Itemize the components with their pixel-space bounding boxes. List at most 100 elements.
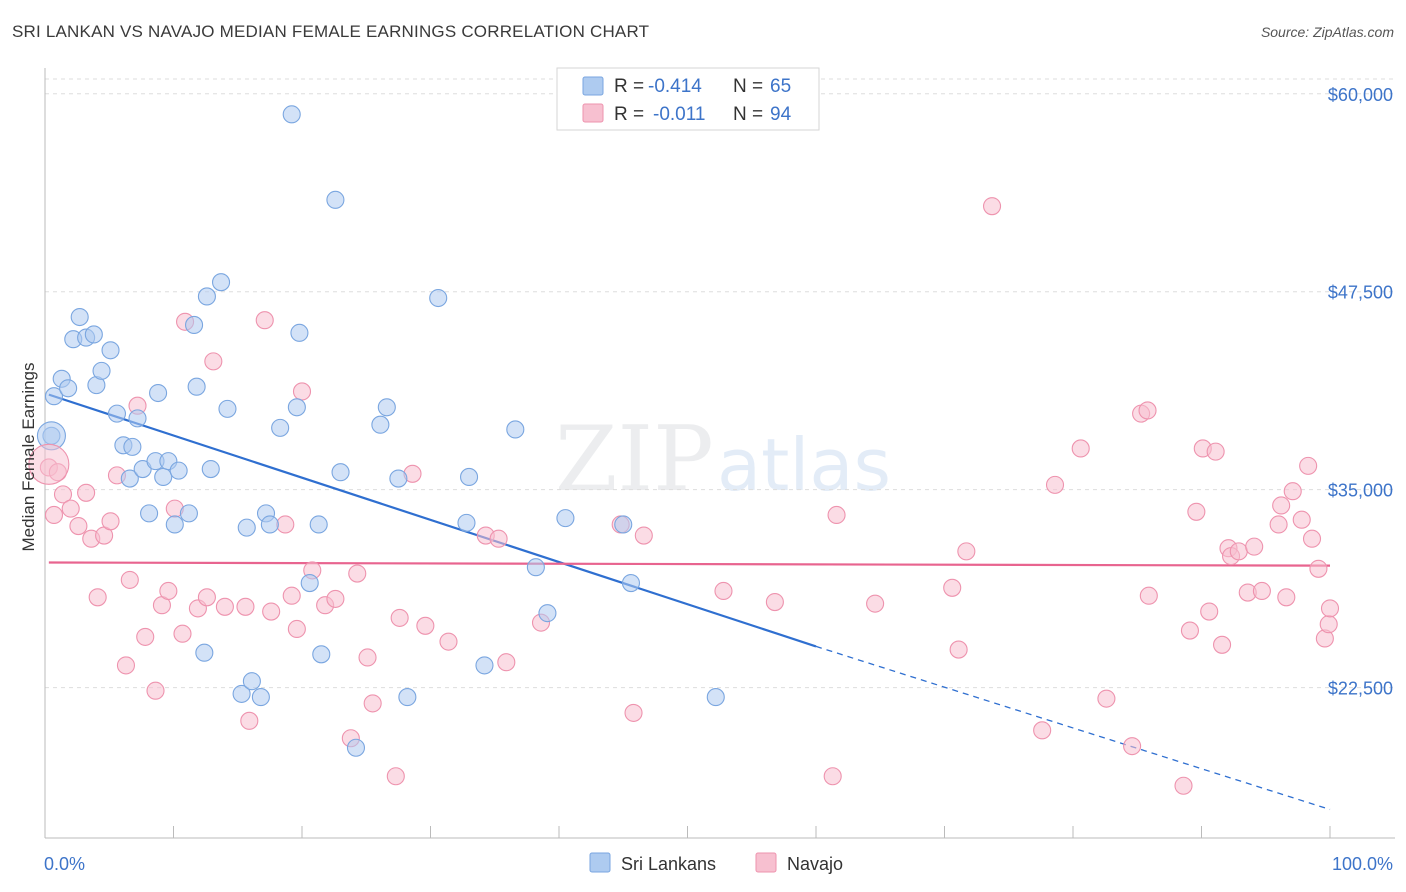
point-navajo xyxy=(88,588,107,607)
point-sri-lankans xyxy=(44,387,64,406)
point-sri-lankans xyxy=(377,398,396,417)
point-sri-lankans xyxy=(101,341,120,360)
point-navajo xyxy=(1033,721,1052,740)
point-sri-lankans xyxy=(506,420,525,439)
point-navajo xyxy=(358,648,377,667)
y-axis-label: Median Female Earnings xyxy=(19,363,38,552)
point-sri-lankans xyxy=(128,409,147,428)
watermark-zip: ZIP xyxy=(555,407,714,512)
point-navajo xyxy=(348,564,367,583)
x-tick-label-max: 100.0% xyxy=(1332,854,1393,874)
point-navajo xyxy=(1180,621,1199,640)
point-sri-lankans xyxy=(120,469,139,488)
point-sri-lankans xyxy=(242,672,261,691)
legend-n-label-2: N = xyxy=(733,104,763,125)
point-sri-lankans xyxy=(232,684,251,703)
point-sri-lankans xyxy=(154,467,173,487)
point-sri-lankans xyxy=(185,315,204,334)
legend-n-label-1: N = xyxy=(733,76,763,97)
point-navajo xyxy=(982,197,1002,216)
point-sri-lankans xyxy=(107,404,127,423)
point-sri-lankans xyxy=(237,518,256,537)
point-navajo xyxy=(390,608,409,627)
trend-line-sri-lankans xyxy=(48,393,817,648)
point-navajo xyxy=(1200,602,1219,621)
point-sri-lankans xyxy=(187,377,206,396)
point-navajo xyxy=(624,703,643,722)
point-navajo xyxy=(282,586,301,605)
point-navajo xyxy=(1206,442,1225,461)
point-navajo xyxy=(1245,537,1264,556)
legend-r-label-2: R = xyxy=(614,104,644,125)
point-navajo xyxy=(1269,515,1288,534)
bottom-legend-swatch-sri-lankans xyxy=(589,852,611,873)
watermark: ZIP atlas xyxy=(555,407,891,512)
point-sri-lankans xyxy=(457,513,476,532)
point-navajo xyxy=(136,627,155,646)
data-points xyxy=(28,105,1340,795)
point-sri-lankans xyxy=(538,604,557,623)
point-navajo xyxy=(197,588,216,607)
point-sri-lankans xyxy=(218,399,237,418)
legend-r-value-1: -0.414 xyxy=(648,76,702,97)
point-navajo xyxy=(120,570,139,589)
point-navajo xyxy=(765,593,784,612)
point-sri-lankans xyxy=(271,418,290,437)
point-sri-lankans xyxy=(92,361,111,380)
point-sri-lankans xyxy=(706,688,725,707)
point-sri-lankans xyxy=(475,656,494,675)
point-navajo xyxy=(262,602,281,621)
point-navajo xyxy=(1097,689,1116,708)
point-navajo xyxy=(1299,456,1318,475)
point-navajo xyxy=(1071,439,1090,458)
point-navajo-large xyxy=(28,443,70,485)
point-navajo xyxy=(1045,475,1065,494)
point-navajo xyxy=(173,624,192,643)
point-navajo xyxy=(949,640,968,659)
point-navajo xyxy=(1138,401,1157,420)
point-sri-lankans xyxy=(614,515,633,534)
point-navajo xyxy=(1229,542,1248,561)
point-navajo xyxy=(61,499,80,518)
point-sri-lankans xyxy=(526,558,545,577)
point-navajo xyxy=(823,767,842,786)
point-navajo xyxy=(1319,615,1338,634)
legend-n-value-1: 65 xyxy=(770,76,791,97)
point-sri-lankans xyxy=(621,574,641,593)
point-navajo xyxy=(1272,496,1291,515)
point-navajo xyxy=(634,526,653,545)
bottom-legend-label-navajo: Navajo xyxy=(787,854,843,874)
point-navajo xyxy=(236,597,255,616)
point-navajo xyxy=(287,619,306,639)
point-sri-lankans xyxy=(211,273,231,292)
point-navajo xyxy=(1139,586,1158,605)
chart-title: SRI LANKAN VS NAVAJO MEDIAN FEMALE EARNI… xyxy=(12,22,650,41)
point-navajo xyxy=(116,656,136,675)
point-navajo xyxy=(1283,482,1302,501)
point-sri-lankans xyxy=(179,504,198,523)
bottom-legend: Sri Lankans Navajo xyxy=(589,852,843,874)
x-tick-label-min: 0.0% xyxy=(44,854,85,874)
legend-r-value-2: -0.011 xyxy=(653,104,705,125)
legend-swatch-sri-lankans xyxy=(582,76,604,96)
point-navajo xyxy=(1302,529,1322,548)
point-sri-lankans xyxy=(260,515,279,534)
point-sri-lankans xyxy=(300,574,319,593)
y-tick-label: $47,500 xyxy=(1328,283,1393,303)
point-navajo xyxy=(497,653,516,672)
point-navajo xyxy=(386,767,405,786)
point-navajo xyxy=(827,505,846,525)
point-navajo xyxy=(255,311,274,330)
point-navajo xyxy=(44,505,64,525)
point-sri-lankans xyxy=(195,643,214,662)
point-navajo xyxy=(204,352,223,371)
point-navajo xyxy=(957,542,976,561)
point-navajo xyxy=(53,485,73,504)
point-navajo xyxy=(215,597,234,616)
point-navajo xyxy=(77,483,96,502)
point-sri-lankans xyxy=(70,307,89,327)
bottom-legend-swatch-navajo xyxy=(755,852,777,873)
point-navajo xyxy=(146,681,165,700)
point-sri-lankans xyxy=(389,469,408,488)
point-navajo xyxy=(489,529,508,548)
